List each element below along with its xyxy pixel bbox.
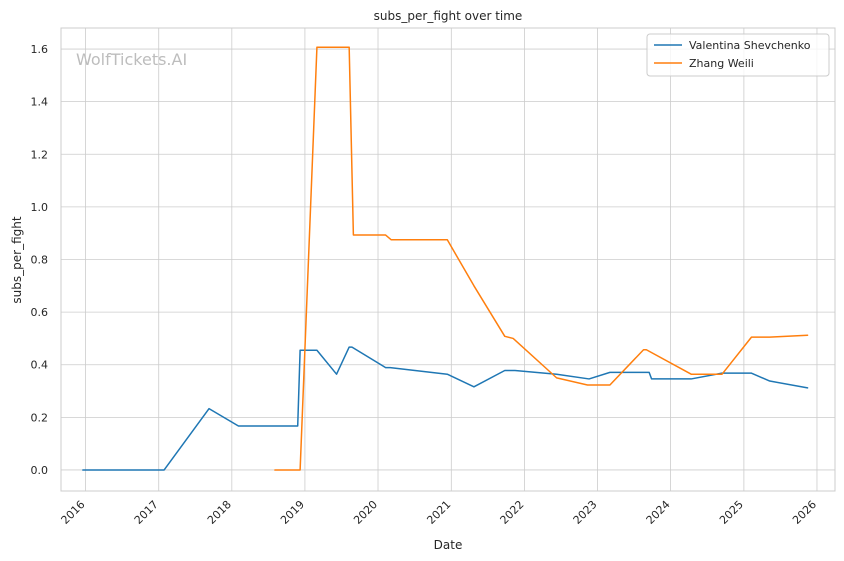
y-tick-label: 0.8 xyxy=(31,254,49,267)
y-tick-label: 1.6 xyxy=(31,43,49,56)
grid xyxy=(61,28,835,491)
y-axis-ticks: 0.0 0.2 0.4 0.6 0.8 1.0 1.2 1.4 1.6 xyxy=(31,43,49,477)
watermark: WolfTickets.AI xyxy=(76,50,187,69)
legend-label-valentina-shevchenko: Valentina Shevchenko xyxy=(689,39,811,52)
y-tick-label: 0.2 xyxy=(31,411,49,424)
y-tick-label: 1.0 xyxy=(31,201,49,214)
series xyxy=(82,46,809,471)
y-axis-label: subs_per_fight xyxy=(10,216,24,303)
series-line-zhang-weili xyxy=(274,46,809,471)
chart-title: subs_per_fight over time xyxy=(374,9,523,23)
y-tick-label: 1.4 xyxy=(31,96,49,109)
y-tick-label: 0.6 xyxy=(31,306,49,319)
series-line-valentina-shevchenko xyxy=(82,346,809,471)
legend-label-zhang-weili: Zhang Weili xyxy=(689,57,754,70)
y-tick-label: 0.4 xyxy=(31,359,49,372)
legend: Valentina Shevchenko Zhang Weili xyxy=(646,33,830,77)
y-tick-label: 1.2 xyxy=(31,148,49,161)
y-tick-label: 0.0 xyxy=(31,464,49,477)
x-axis-label: Date xyxy=(434,538,463,552)
legend-box xyxy=(646,33,830,77)
